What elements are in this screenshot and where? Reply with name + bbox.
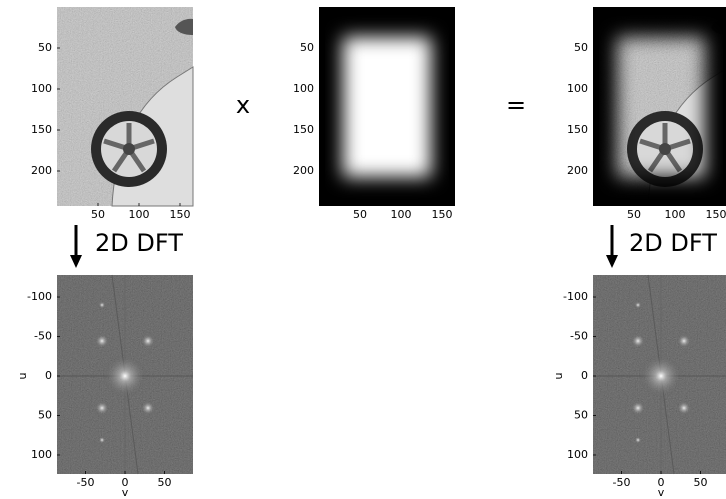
y-tick-label: 200 — [293, 164, 314, 177]
result-image — [593, 7, 726, 206]
result-spectrum — [593, 275, 726, 474]
x-tick-label: 100 — [665, 208, 686, 221]
x-tick-label: -50 — [77, 476, 95, 489]
x-tick-label: 50 — [627, 208, 641, 221]
equals-sign: = — [506, 91, 526, 119]
y-tick-label: 100 — [567, 448, 588, 461]
y-tick-label: -50 — [34, 330, 52, 343]
y-axis-label: u — [16, 373, 29, 380]
y-tick-label: 0 — [581, 369, 588, 382]
y-tick-label: 0 — [45, 369, 52, 382]
y-tick-label: 50 — [574, 409, 588, 422]
x-tick-label: -50 — [613, 476, 631, 489]
input-image — [57, 7, 193, 206]
y-tick-label: 100 — [31, 82, 52, 95]
x-tick-label: 150 — [432, 208, 453, 221]
y-tick-label: 150 — [293, 123, 314, 136]
x-tick-label: 0 — [122, 476, 129, 489]
y-tick-label: 50 — [574, 41, 588, 54]
x-tick-label: 0 — [658, 476, 665, 489]
y-tick-label: 200 — [567, 164, 588, 177]
y-tick-label: 50 — [300, 41, 314, 54]
arrow — [70, 225, 82, 268]
x-axis-label: v — [658, 486, 665, 499]
x-axis-label: v — [122, 486, 129, 499]
x-tick-label: 150 — [170, 208, 191, 221]
x-tick-label: 50 — [353, 208, 367, 221]
y-axis-label: u — [552, 373, 565, 380]
x-tick-label: 50 — [91, 208, 105, 221]
window-image — [319, 7, 455, 206]
arrow-label: 2D DFT — [629, 229, 717, 257]
x-tick-label: 150 — [706, 208, 726, 221]
y-tick-label: -50 — [570, 330, 588, 343]
y-tick-label: 100 — [31, 448, 52, 461]
y-tick-label: 200 — [31, 164, 52, 177]
x-tick-label: 50 — [158, 476, 172, 489]
x-tick-label: 100 — [391, 208, 412, 221]
arrow-label: 2D DFT — [95, 229, 183, 257]
y-tick-label: 50 — [38, 409, 52, 422]
x-tick-label: 100 — [129, 208, 150, 221]
x-tick-label: 50 — [694, 476, 708, 489]
y-tick-label: 150 — [31, 123, 52, 136]
input-spectrum — [57, 275, 193, 474]
y-tick-label: 100 — [567, 82, 588, 95]
y-tick-label: 50 — [38, 41, 52, 54]
multiply-sign: x — [236, 91, 250, 119]
y-tick-label: -100 — [27, 290, 52, 303]
y-tick-label: -100 — [563, 290, 588, 303]
y-tick-label: 100 — [293, 82, 314, 95]
arrow — [606, 225, 618, 268]
y-tick-label: 150 — [567, 123, 588, 136]
